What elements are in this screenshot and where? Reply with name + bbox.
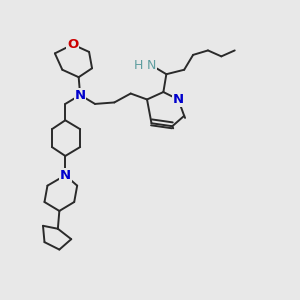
Text: N: N xyxy=(147,59,156,72)
Text: H: H xyxy=(134,59,143,72)
Text: N: N xyxy=(60,169,71,182)
Text: N: N xyxy=(173,93,184,106)
Text: O: O xyxy=(67,38,78,51)
Text: N: N xyxy=(75,88,86,101)
